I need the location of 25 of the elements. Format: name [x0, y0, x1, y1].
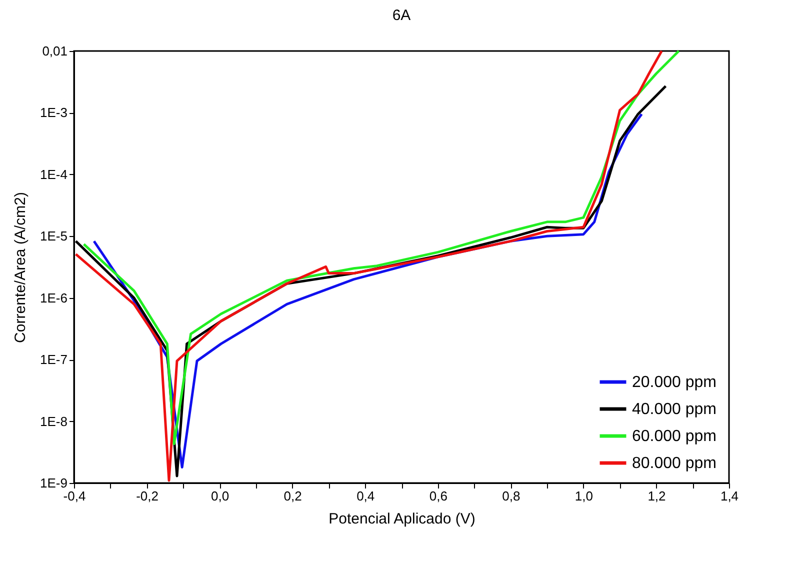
legend-label: 80.000 ppm — [632, 455, 717, 472]
x-axis-title: Potencial Aplicado (V) — [328, 510, 476, 528]
y-tick-label: 1E-5 — [40, 228, 68, 244]
x-tick-label: 0,4 — [356, 488, 375, 504]
legend-label: 60.000 ppm — [632, 428, 717, 445]
x-tick-label: 1,0 — [574, 488, 593, 504]
chart-title: 6A — [392, 7, 411, 24]
x-tick-label: 0,8 — [502, 488, 520, 504]
y-tick-label: 1E-7 — [40, 352, 68, 368]
y-tick-label: 1E-9 — [40, 476, 68, 490]
y-tick-label: 1E-8 — [40, 414, 68, 429]
x-tick-label: 1,4 — [720, 488, 739, 504]
legend-label: 20.000 ppm — [632, 374, 717, 391]
x-tick-label: -0,2 — [136, 488, 158, 504]
y-tick-label: 1E-4 — [40, 166, 68, 182]
legend-label: 40.000 ppm — [632, 401, 717, 418]
x-tick-label: 0,2 — [284, 488, 302, 504]
y-tick-label: 1E-3 — [40, 105, 68, 120]
x-tick-label: 0,6 — [429, 488, 448, 504]
x-tick-label: -0,4 — [63, 488, 86, 504]
x-tick-label: 1,2 — [648, 488, 666, 504]
y-tick-label: 1E-6 — [40, 290, 68, 306]
y-tick-label: 0,01 — [42, 44, 68, 58]
y-axis-title: Corrente/Area (A/cm2) — [12, 192, 30, 343]
x-tick-label: 0,0 — [211, 488, 230, 504]
